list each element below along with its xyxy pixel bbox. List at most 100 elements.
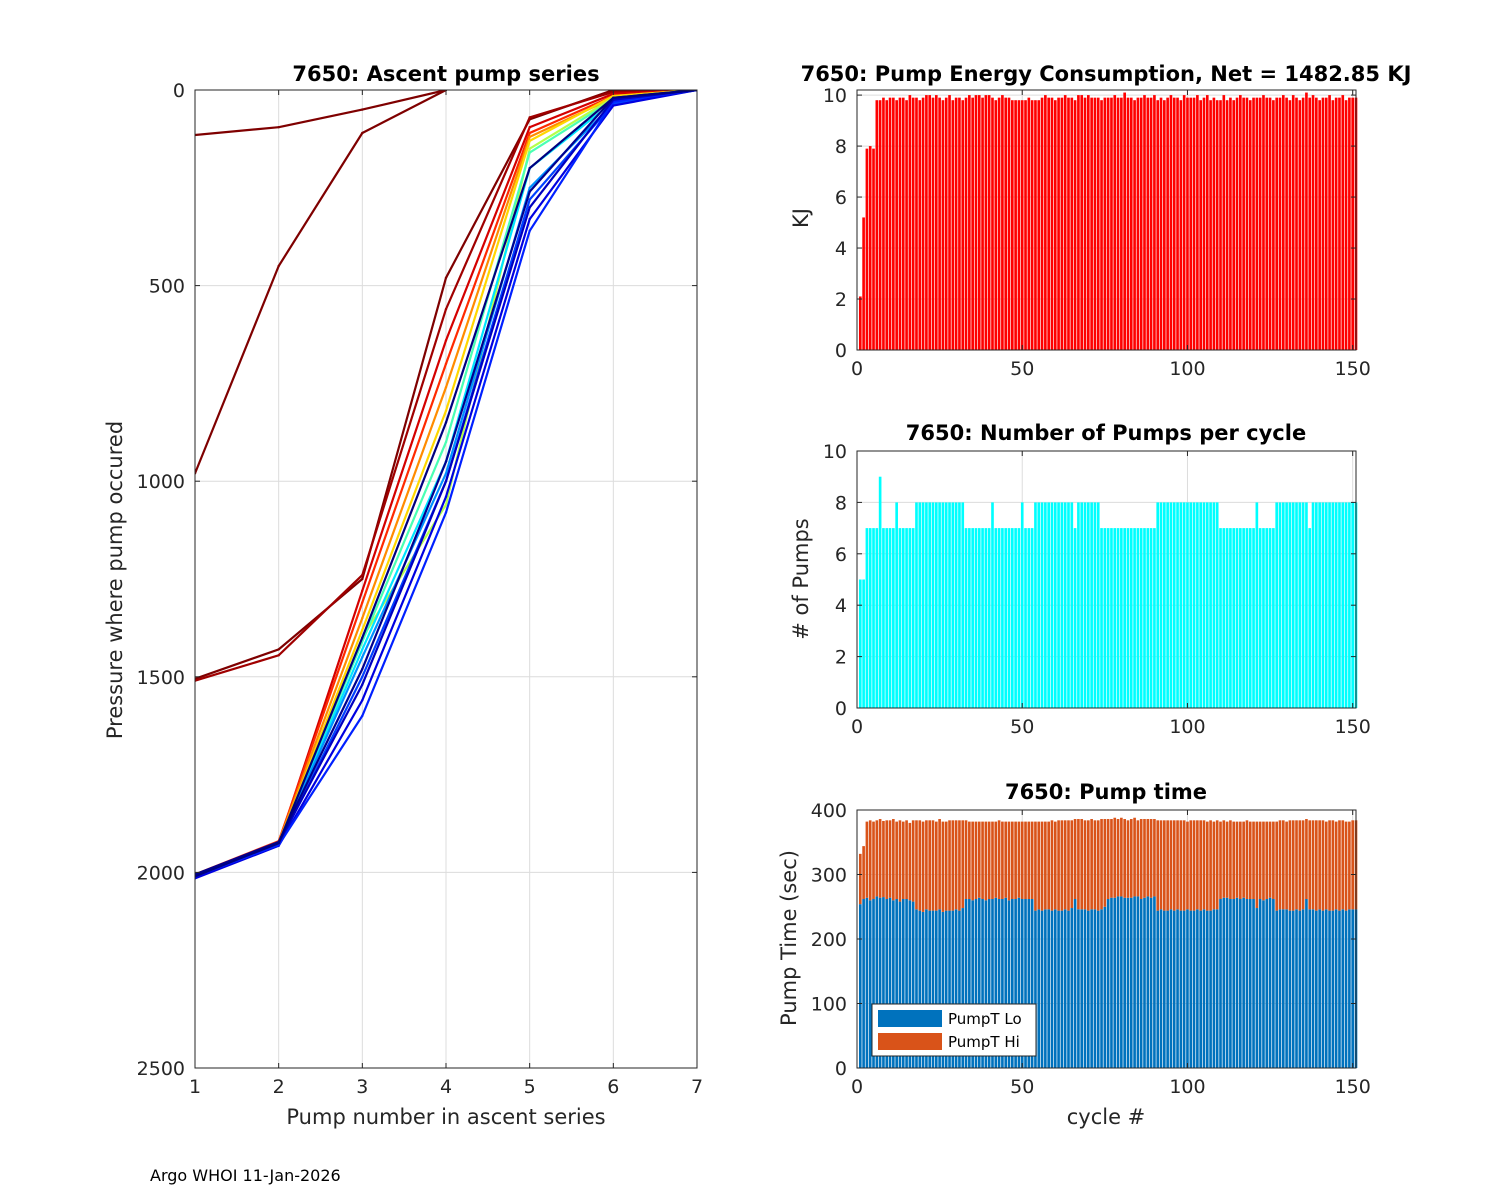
- pumptime-bar-lo: [1156, 910, 1160, 1068]
- pumptime-bar-lo: [1285, 909, 1288, 1068]
- npumps-bar: [892, 528, 895, 708]
- npumps-bar: [1077, 502, 1080, 708]
- energy-bar: [882, 97, 885, 351]
- pumptime-bar-hi: [1321, 820, 1325, 911]
- energy-bar: [1116, 97, 1120, 351]
- pumptime-bar-hi: [1182, 820, 1186, 911]
- pumptime-bar-hi: [938, 819, 941, 910]
- energy-bar: [1262, 95, 1265, 350]
- ascent-series-point: [444, 511, 448, 514]
- pumptime-bar-lo: [948, 910, 951, 1068]
- npumps-bar: [888, 528, 892, 708]
- ascent-series-point: [361, 667, 364, 671]
- pumptime-bar-lo: [1219, 899, 1222, 1068]
- npumps-bar: [1057, 502, 1060, 708]
- energy-y-tick-label: 2: [835, 289, 847, 311]
- energy-bar: [1182, 95, 1186, 350]
- pumptime-bar-lo: [1100, 909, 1103, 1068]
- pumptime-bar-lo: [918, 910, 922, 1068]
- pumptime-bar-hi: [1192, 820, 1196, 911]
- pumptime-bar-hi: [1298, 820, 1302, 911]
- energy-bar: [991, 97, 994, 351]
- ascent-y-axis-label: Pressure where pump occured: [103, 421, 127, 739]
- npumps-bar: [977, 528, 981, 708]
- ascent-pump-series-chart: 7650: Ascent pump series 1 2 3 4 5 6 7 0 500 100…: [103, 62, 703, 1129]
- energy-bar: [921, 97, 925, 351]
- energy-bar: [1053, 100, 1057, 350]
- energy-bar: [954, 97, 958, 351]
- npumps-bar: [895, 502, 898, 708]
- pumptime-bar-hi: [1248, 821, 1252, 900]
- npumps-bar: [1199, 502, 1202, 708]
- pumptime-bar-hi: [1146, 819, 1150, 897]
- pumptime-bar-lo: [1163, 910, 1166, 1068]
- pumptime-x-tick-label: 100: [1169, 1076, 1205, 1098]
- npumps-bar: [1149, 528, 1153, 708]
- pumptime-bar-lo: [1123, 897, 1126, 1068]
- npumps-bars: [858, 476, 1358, 708]
- npumps-bar: [934, 502, 938, 708]
- energy-y-tick-label: 8: [835, 136, 847, 158]
- pumptime-bar-lo: [1229, 899, 1232, 1068]
- energy-bar: [1248, 100, 1252, 350]
- npumps-bar: [908, 528, 912, 708]
- pumptime-bar-lo: [1017, 897, 1021, 1068]
- pumptime-bar-hi: [1351, 820, 1355, 910]
- pumptime-bar-hi: [1315, 820, 1318, 911]
- pumptime-bar-hi: [1202, 820, 1206, 910]
- pumptime-bar-hi: [1103, 819, 1107, 907]
- energy-bar: [1040, 97, 1044, 351]
- npumps-bar: [1100, 528, 1103, 708]
- pumptime-bar-hi: [1030, 821, 1034, 900]
- pumptime-bar-lo: [1308, 909, 1312, 1068]
- npumps-bar: [1252, 528, 1255, 708]
- ascent-y-ticks: 0 500 1000 1500 2000 2500: [137, 80, 185, 1080]
- pumptime-bar-hi: [954, 820, 958, 910]
- pumptime-bar-lo: [1275, 910, 1279, 1068]
- energy-bar: [1328, 95, 1331, 350]
- pumptime-bar-lo: [931, 910, 935, 1068]
- npumps-y-tick-label: 8: [835, 492, 847, 514]
- pumptime-bar-hi: [1067, 820, 1070, 911]
- npumps-bar: [941, 502, 945, 708]
- pumptime-bar-hi: [1156, 820, 1160, 911]
- pumptime-bar-lo: [1047, 909, 1050, 1068]
- legend-swatch-hi: [878, 1033, 942, 1050]
- ascent-series-point: [444, 460, 448, 463]
- pumptime-bar-hi: [1288, 820, 1292, 911]
- pumptime-bar-lo: [1106, 899, 1110, 1068]
- pumptime-bar-lo: [1087, 910, 1090, 1068]
- npumps-bar: [1285, 502, 1288, 708]
- pumptime-bar-hi: [1057, 820, 1060, 911]
- ascent-series-point: [528, 186, 531, 189]
- energy-bar: [888, 97, 892, 351]
- npumps-bar: [1126, 528, 1130, 708]
- energy-bar: [981, 97, 984, 351]
- pumptime-bar-hi: [1011, 821, 1014, 900]
- npumps-bar: [872, 528, 875, 708]
- pumptime-bar-hi: [928, 820, 932, 911]
- npumps-bar: [1044, 502, 1047, 708]
- npumps-bar: [1136, 528, 1140, 708]
- pumptime-bar-hi: [994, 821, 998, 898]
- energy-bar: [951, 100, 955, 350]
- pumptime-bar-hi: [1004, 821, 1008, 898]
- pumptime-bar-hi: [1063, 820, 1067, 910]
- pumptime-bar-hi: [1172, 820, 1176, 911]
- npumps-bar: [878, 476, 882, 708]
- npumps-bar: [1096, 502, 1100, 708]
- ascent-series-line: [195, 90, 447, 474]
- npumps-bar: [1163, 502, 1166, 708]
- npumps-bar: [1298, 502, 1302, 708]
- energy-bar: [1096, 97, 1100, 351]
- npumps-bar: [948, 502, 951, 708]
- pumptime-x-ticks: 0 50 100 150: [851, 1076, 1371, 1098]
- pumptime-bar-lo: [1202, 909, 1206, 1068]
- pumptime-bar-hi: [991, 821, 994, 900]
- energy-bar: [1103, 97, 1107, 351]
- pumptime-bar-lo: [1305, 899, 1308, 1068]
- energy-bar: [1133, 100, 1136, 350]
- npumps-bar: [915, 502, 918, 708]
- energy-bar: [1077, 95, 1080, 350]
- npumps-bar: [1050, 502, 1054, 708]
